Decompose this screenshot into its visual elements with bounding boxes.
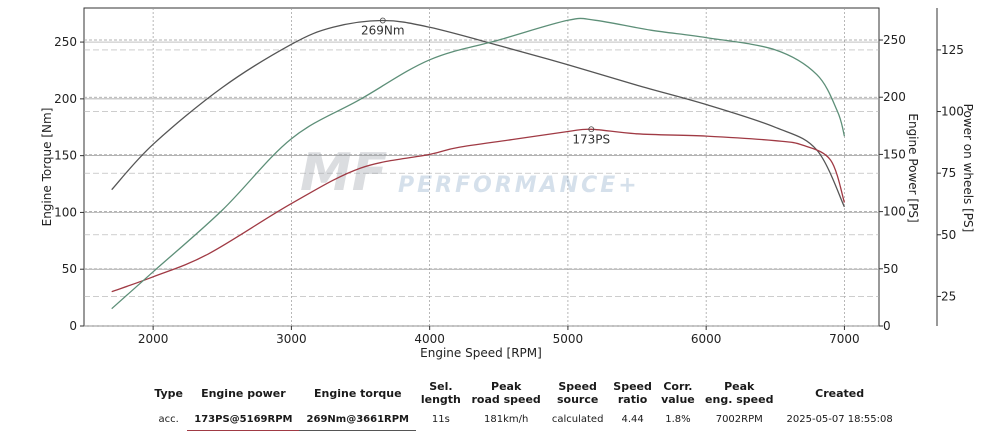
- y-right-outer-tick-label: 25: [941, 289, 956, 303]
- watermark-mf-mark: MF: [300, 143, 387, 203]
- y-right-inner-tick-label: 0: [883, 319, 891, 333]
- cell-speed-source: calculated: [551, 413, 604, 425]
- cell-engine-power: 173PS@5169RPM: [187, 408, 300, 431]
- cell-engine-torque: 269Nm@3661RPM: [299, 408, 417, 431]
- y-left-tick-label: 0: [69, 319, 77, 333]
- y-left-tick-label: 200: [54, 92, 77, 106]
- y-right-inner-tick-label: 250: [883, 33, 906, 47]
- summary-data-row: acc. 173PS@5169RPM 269Nm@3661RPM 11s 181…: [150, 408, 900, 431]
- header-peak-road-speed: Peak road speed: [471, 380, 541, 406]
- y-right-inner-tick-label: 150: [883, 147, 906, 161]
- x-tick-label: 7000: [829, 332, 860, 346]
- cell-created: 2025-05-07 18:55:08: [786, 413, 893, 425]
- header-engine-torque: Engine torque: [314, 386, 402, 400]
- y-right-outer-axis-title: Power on wheels [PS]: [961, 104, 975, 233]
- dyno-chart: MF PERFORMANCE+ 2000 3000 4000 5000 6000 7000…: [40, 7, 975, 360]
- y-left-tick-label: 150: [54, 149, 77, 163]
- header-type: Type: [154, 386, 184, 400]
- annotations-layer: 269Nm 173PS: [361, 17, 610, 146]
- engine-torque-curve: [111, 19, 845, 208]
- y-right-inner-tick-label: 100: [883, 205, 906, 219]
- watermark-performance-text: PERFORMANCE+: [398, 173, 640, 198]
- peak-marker: [588, 126, 595, 133]
- y-left-axis-title: Engine Torque [Nm]: [40, 108, 54, 227]
- x-axis-title: Engine Speed [RPM]: [420, 346, 542, 360]
- y-right-inner-tick-label: 200: [883, 90, 906, 104]
- cell-peak-road-speed: 181km/h: [483, 413, 529, 425]
- header-engine-power: Engine power: [201, 386, 286, 400]
- x-tick-label: 2000: [138, 332, 169, 346]
- header-speed-source: Speed source: [556, 380, 599, 406]
- y-left-tick-label: 50: [62, 262, 77, 276]
- cell-corr-value: 1.8%: [665, 413, 691, 425]
- y-right-outer-tick-label: 100: [941, 105, 964, 119]
- peak-label: 173PS: [572, 132, 610, 146]
- engine-power-curve: [111, 128, 846, 293]
- cell-peak-eng-speed: 7002RPM: [715, 413, 763, 425]
- peak-label: 269Nm: [361, 23, 405, 37]
- series-layer: [111, 17, 846, 310]
- ticks-layer: 2000 3000 4000 5000 6000 7000 0 50 100 150 200 250 0…: [54, 33, 964, 346]
- y-left-tick-label: 250: [54, 35, 77, 49]
- wheel-power-curve: [111, 17, 846, 310]
- x-tick-label: 5000: [553, 332, 584, 346]
- x-tick-label: 4000: [414, 332, 445, 346]
- header-speed-ratio: Speed ratio: [613, 380, 652, 406]
- peak-marker: [379, 17, 386, 24]
- plot-frame: [83, 7, 880, 327]
- y-right-outer-tick-label: 75: [941, 166, 956, 180]
- header-sel-length: Sel. length: [420, 380, 461, 406]
- x-tick-label: 3000: [276, 332, 307, 346]
- header-created: Created: [815, 386, 865, 400]
- header-peak-eng-speed: Peak eng. speed: [705, 380, 774, 406]
- y-right-inner-axis-title: Engine Power [PS]: [906, 113, 920, 222]
- y-right-inner-tick-label: 50: [883, 262, 898, 276]
- cell-type: acc.: [158, 413, 179, 425]
- summary-header-row: Type Engine power Engine torque Sel. len…: [150, 378, 900, 408]
- x-tick-label: 6000: [691, 332, 722, 346]
- cell-sel-length: 11s: [431, 413, 450, 425]
- y-right-outer-tick-label: 50: [941, 228, 956, 242]
- grid-lines: [84, 8, 879, 327]
- y-right-outer-tick-label: 125: [941, 43, 964, 57]
- run-summary-table: Type Engine power Engine torque Sel. len…: [150, 378, 900, 431]
- watermark-logo: MF PERFORMANCE+: [300, 143, 640, 203]
- cell-speed-ratio: 4.44: [621, 413, 644, 425]
- header-corr-value: Corr. value: [661, 380, 695, 406]
- y-left-tick-label: 100: [54, 205, 77, 219]
